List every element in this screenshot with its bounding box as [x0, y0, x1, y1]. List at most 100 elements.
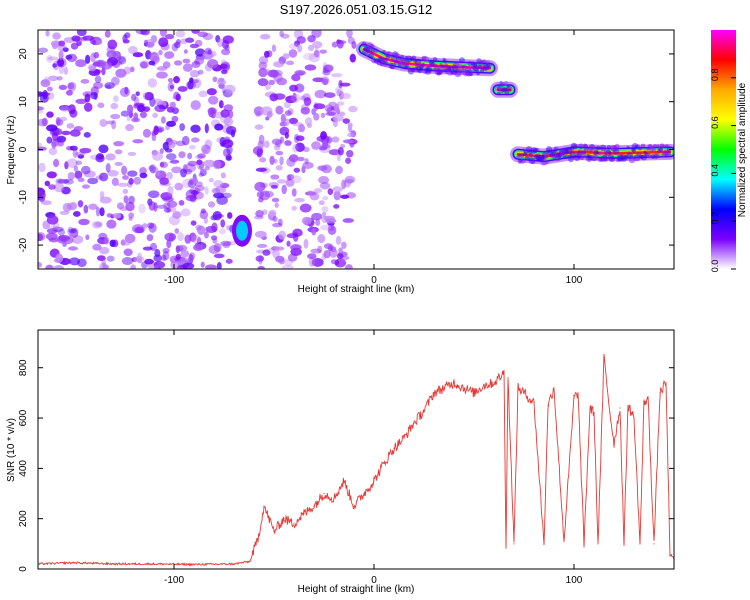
spectrogram-noise-cell: [167, 77, 174, 83]
spectrogram-noise-cell: [188, 253, 194, 264]
spectrogram-noise-cell: [303, 146, 310, 153]
spectrogram-noise-cell: [339, 111, 346, 117]
spectrogram-noise-cell: [99, 262, 109, 269]
spectrogram-noise-cell: [72, 148, 78, 158]
snr-x-label: Height of straight line (km): [298, 584, 415, 595]
spectrogram-noise-cell: [57, 44, 67, 52]
spectrogram-noise-cell: [63, 66, 69, 76]
spectrogram-noise-cell: [90, 52, 96, 63]
spectrogram-noise-cell: [166, 120, 177, 127]
spectrogram-ridge-speckle: [640, 143, 646, 149]
spectrogram-noise-cell: [220, 109, 230, 118]
spectrogram-noise-cell: [294, 70, 306, 76]
spectrogram-noise-cell: [69, 145, 78, 151]
spectrogram-noise-cell: [46, 111, 54, 118]
spectrogram-ridge: [490, 80, 518, 98]
snr-point: [283, 518, 285, 520]
spectrogram-noise-cell: [348, 105, 358, 113]
colorbar-label: Normalized spectral amplitude: [737, 82, 748, 217]
snr-y-tick-label: 800: [18, 359, 29, 376]
spectrogram-noise-cell: [283, 101, 292, 109]
spectrogram-noise-cell: [126, 104, 134, 114]
spectrogram-noise-cell: [77, 177, 85, 182]
spectrogram-noise-cell: [255, 167, 267, 172]
spectrogram-ridge-speckle: [646, 153, 652, 159]
spectrogram-noise-cell: [220, 172, 226, 179]
spectrogram-noise-cell: [253, 106, 264, 116]
spectrogram-noise-cell: [135, 30, 148, 35]
spectrogram-noise-field: [38, 30, 239, 269]
spectrogram-noise-cell: [292, 228, 303, 237]
spectrogram-noise-cell: [255, 210, 264, 218]
spectrogram-noise-cell: [123, 195, 129, 204]
snr-y-tick-label: 600: [18, 409, 29, 426]
spectrogram-noise-cell: [94, 75, 102, 84]
spectrogram-ridge-speckle: [520, 158, 526, 164]
spectrogram-noise-cell: [109, 239, 116, 248]
spectrogram-noise-cell: [257, 78, 269, 87]
spectrogram-noise-cell: [69, 109, 78, 118]
spectrogram-noise-cell: [101, 257, 106, 267]
spectrogram-noise-cell: [275, 105, 284, 115]
spectrogram-noise-cell: [47, 92, 55, 100]
spectrogram-noise-cell: [53, 182, 65, 193]
snr-point: [547, 404, 549, 407]
spectrogram-noise-cell: [226, 225, 234, 231]
snr-point: [193, 563, 195, 566]
spectrogram-noise-cell: [300, 107, 311, 115]
spectrogram-noise-cell: [168, 215, 180, 226]
spectrogram-noise-cell: [216, 79, 227, 85]
spectrogram-ridge-speckle: [385, 51, 393, 58]
spectrogram-noise-cell: [138, 203, 146, 214]
spectrogram-noise-cell: [40, 79, 51, 88]
spectrogram-noise-cell: [75, 160, 83, 166]
spectrogram-noise-cell: [189, 187, 201, 195]
spectrogram-noise-cell: [149, 97, 156, 107]
snr-x-tick-label: 100: [566, 575, 583, 586]
spectrogram-noise-cell: [174, 182, 184, 191]
spectrogram-noise-cell: [323, 64, 334, 73]
spectrogram-noise-cell: [322, 141, 329, 148]
spectrogram-noise-cell: [197, 31, 208, 38]
snr-point: [273, 530, 275, 532]
snr-y-tick-label: 400: [18, 460, 29, 477]
spectrogram-noise-cell: [151, 55, 160, 63]
spectrogram-ridge-speckle: [468, 71, 474, 77]
spectrogram-noise-cell: [137, 104, 146, 113]
spectrogram-noise-cell: [327, 188, 334, 195]
spectrogram-noise-cell: [273, 144, 281, 151]
spectrogram-noise-cell: [111, 76, 120, 86]
spectrogram-noise-cell: [82, 35, 95, 41]
spectrogram-noise-cell: [286, 174, 292, 181]
spectrogram-noise-cell: [191, 235, 202, 244]
spectrogram-noise-cell: [85, 234, 90, 241]
spectrogram-noise-cell: [104, 236, 110, 245]
spectrogram-noise-cell: [48, 237, 59, 243]
spectrogram-noise-cell: [97, 102, 105, 109]
spectrogram-noise-cell: [78, 218, 90, 226]
spectrogram-ridge-speckle: [652, 144, 658, 149]
spectrogram-noise-cell: [39, 93, 49, 103]
spectrogram-ridge-speckle: [540, 158, 548, 166]
spectrogram-noise-cell: [314, 89, 327, 99]
spectrogram-noise-cell: [336, 89, 342, 97]
spectrogram-noise-cell: [320, 224, 331, 231]
snr-point: [647, 397, 649, 399]
spectrogram-noise-cell: [263, 50, 270, 58]
spectrogram-noise-cell: [38, 262, 42, 268]
colorbar-tick-label: 0.4: [710, 164, 720, 177]
spectrogram-noise-cell: [122, 39, 130, 44]
spectrogram-noise-cell: [303, 238, 309, 249]
spectrogram-noise-cell: [57, 58, 65, 67]
spectrogram-noise-cell: [66, 123, 75, 129]
spectrogram-noise-cell: [272, 216, 278, 223]
spectrogram-noise-cell: [158, 104, 165, 110]
spectrogram-noise-field: [252, 30, 358, 269]
spectrogram-noise-cell: [297, 156, 305, 162]
spectrogram-noise-cell: [165, 33, 175, 40]
spectrogram-noise-cell: [288, 43, 300, 50]
spectrogram-noise-cell: [175, 253, 181, 260]
spectrogram-ridge-speckle: [544, 153, 548, 158]
spectrogram-noise-cell: [85, 54, 91, 64]
